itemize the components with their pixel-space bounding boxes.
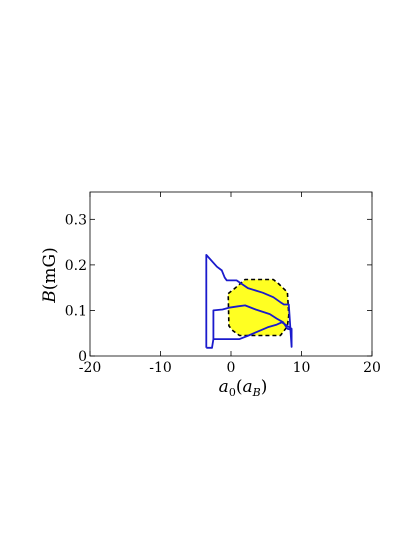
plot-frame <box>89 191 373 357</box>
x-axis-label: a0(aB) <box>219 377 268 399</box>
outline-region-1 <box>205 254 293 349</box>
y-tick-label: 0.3 <box>65 212 87 228</box>
plot-regions <box>205 254 293 349</box>
y-tick-label: 0.2 <box>65 258 87 274</box>
y-axis-label: B(mG) <box>40 247 60 303</box>
x-tick-label: 10 <box>293 360 311 376</box>
tick-labels: -20 -10 0 10 20 0 0.1 0.2 0.3 <box>65 212 381 376</box>
x-tick-label: 0 <box>227 360 236 376</box>
x-tick-label: -20 <box>79 360 102 376</box>
outline-region-2 <box>212 304 292 340</box>
filled-region-0 <box>227 278 290 337</box>
axis-ticks <box>89 192 373 357</box>
y-tick-label: 0 <box>78 349 87 365</box>
y-tick-label: 0.1 <box>65 303 87 319</box>
x-tick-label: 20 <box>363 360 381 376</box>
x-tick-label: -10 <box>149 360 172 376</box>
